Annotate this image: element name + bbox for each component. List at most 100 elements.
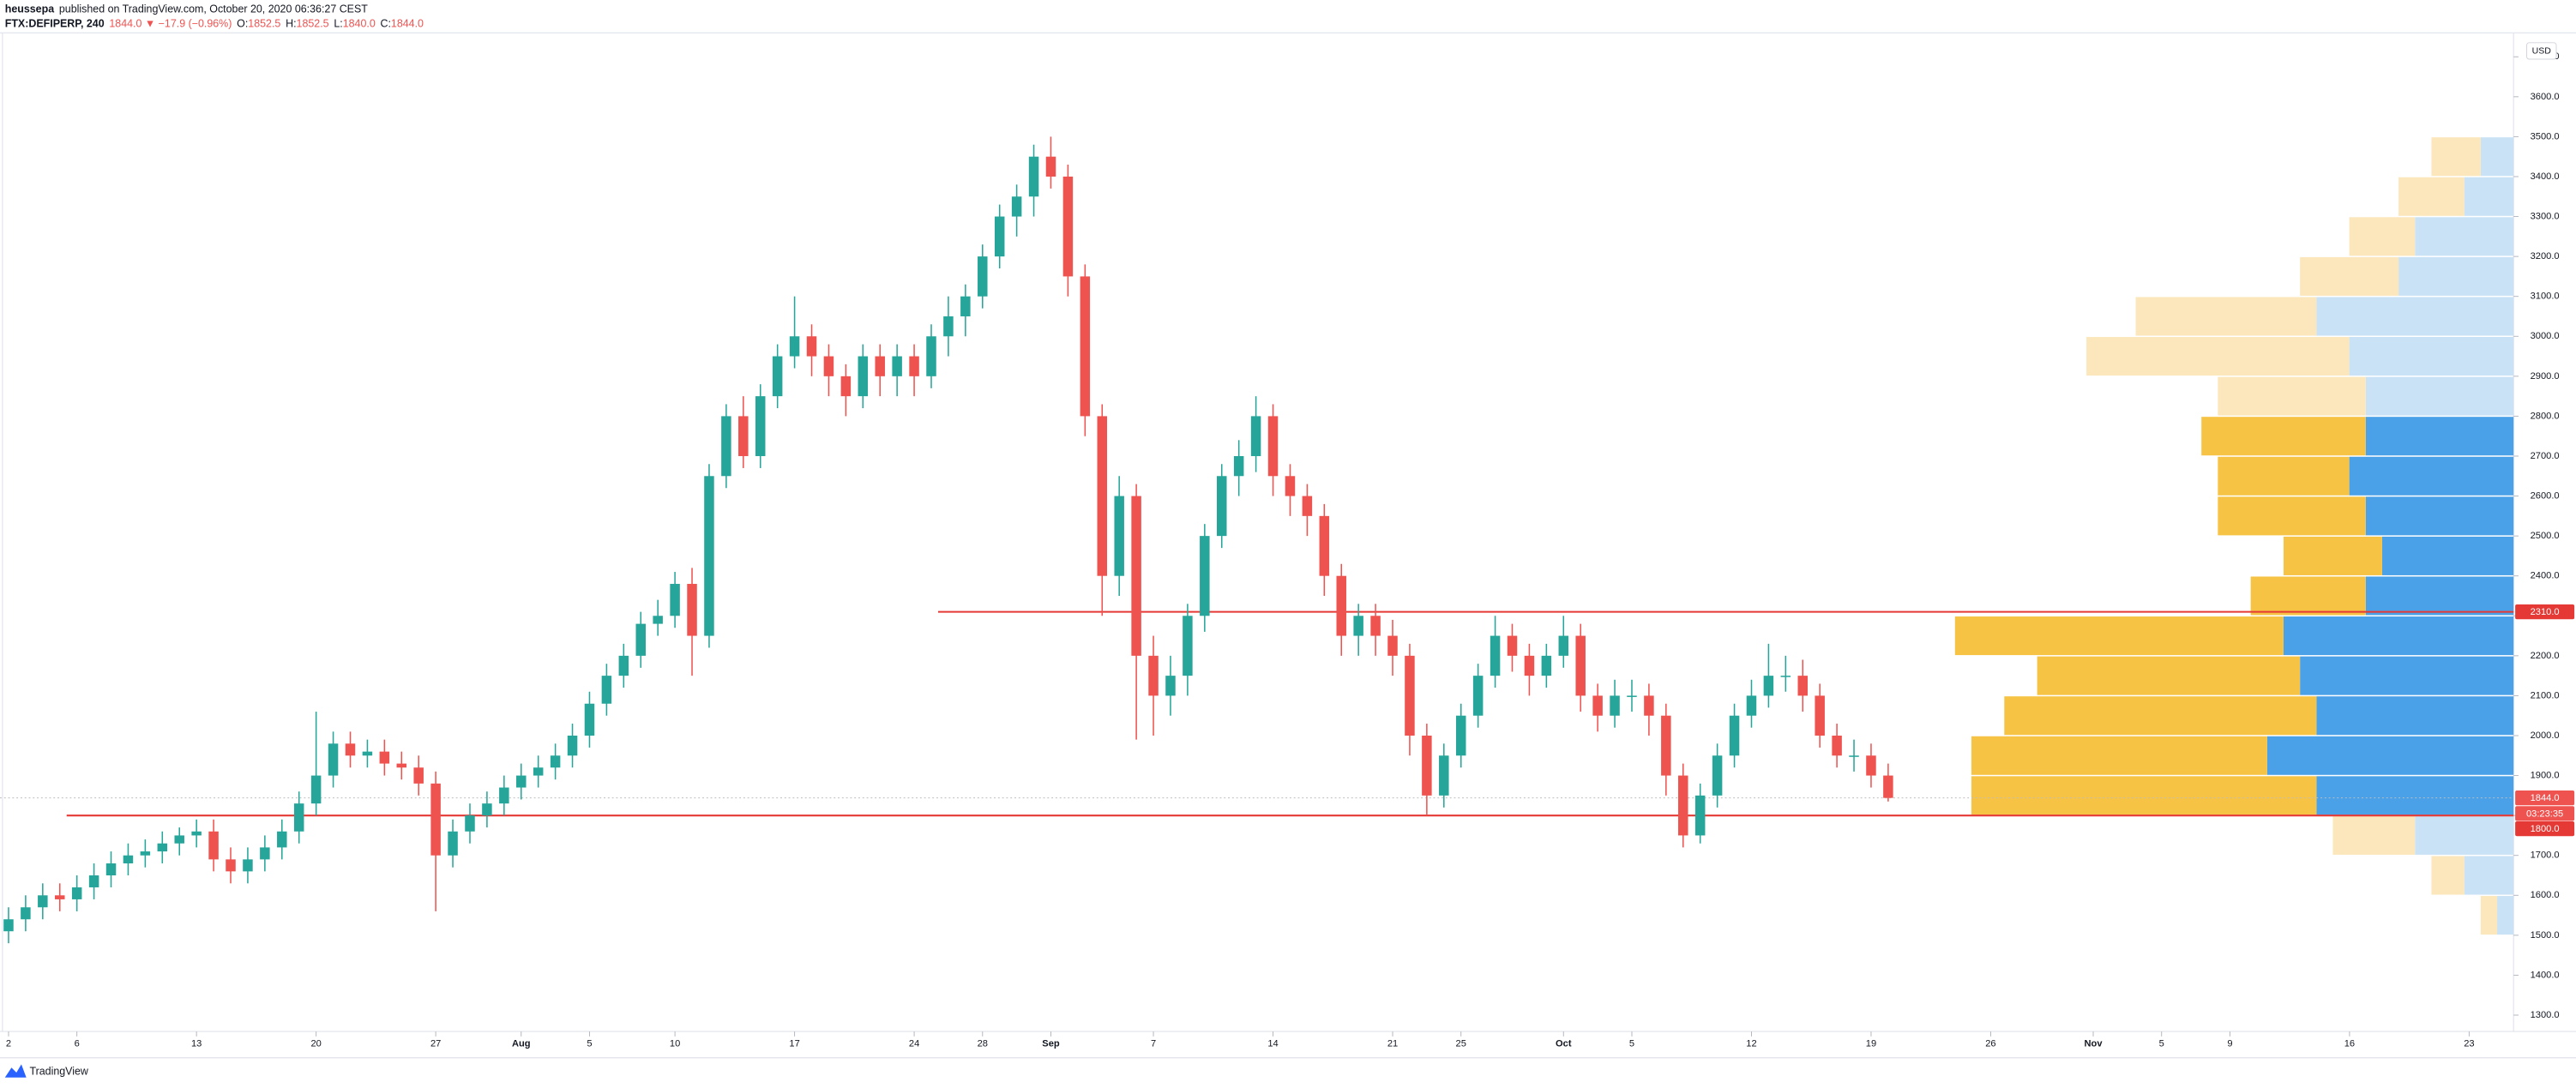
- y-tick-label: 2200.0: [2531, 651, 2560, 661]
- published: published on TradingView.com, October 20…: [59, 3, 368, 15]
- last-price-label-box: [2515, 790, 2575, 806]
- candle-body: [1439, 755, 1449, 796]
- candle-body: [1644, 695, 1654, 716]
- volume-profile-bar: [2135, 297, 2317, 336]
- candle-body: [978, 256, 988, 297]
- volume-profile-bar: [2431, 137, 2481, 177]
- candle-body: [618, 655, 629, 676]
- x-tick-label: Aug: [512, 1038, 531, 1049]
- y-tick-label: 3100.0: [2531, 292, 2560, 302]
- volume-profile-bar: [1954, 616, 2284, 656]
- volume-profile-bar: [2464, 177, 2514, 216]
- candle-body: [277, 831, 287, 848]
- countdown-label: 03:23:35: [2526, 808, 2563, 819]
- level-label-box: [2515, 604, 2575, 620]
- candle-body: [1661, 715, 1671, 776]
- candle-body: [1148, 655, 1159, 696]
- x-tick-label: 24: [909, 1038, 919, 1049]
- ohlc-value: 1852.5: [297, 18, 329, 30]
- candle-body: [550, 755, 561, 768]
- candle-body: [1627, 695, 1637, 697]
- candle-body: [1797, 676, 1809, 696]
- candle-body: [1097, 416, 1108, 576]
- volume-profile-bar: [2497, 896, 2514, 935]
- candle-body: [806, 336, 817, 357]
- candle-body: [38, 895, 48, 908]
- x-tick-label: 19: [1866, 1038, 1876, 1049]
- candle-body: [54, 895, 65, 899]
- candle-body: [1080, 276, 1091, 417]
- volume-profile-bar: [2415, 217, 2514, 256]
- y-tick-label: 2100.0: [2531, 690, 2560, 700]
- candle-body: [1370, 616, 1381, 636]
- candle-body: [635, 623, 646, 656]
- candle-body: [1780, 676, 1791, 677]
- x-tick-label: 26: [1985, 1038, 1995, 1049]
- publish-line: heussepa published on TradingView.com, Oc…: [5, 3, 369, 15]
- x-tick-label: 25: [1456, 1038, 1466, 1049]
- candle-body: [88, 875, 99, 887]
- y-tick-label: 2600.0: [2531, 490, 2560, 501]
- candle-body: [943, 316, 954, 337]
- footer-logo: [4, 1064, 27, 1078]
- candle-body: [1592, 695, 1603, 716]
- candle-body: [704, 476, 714, 636]
- candle-body: [396, 763, 407, 768]
- candle-body: [1849, 755, 1859, 757]
- x-tick-label: 9: [2227, 1038, 2232, 1049]
- volume-profile-bar: [2398, 256, 2514, 296]
- candle-body: [772, 356, 783, 397]
- volume-profile-bar: [2300, 656, 2514, 695]
- candle-body: [260, 847, 270, 860]
- y-tick-label: 1500.0: [2531, 930, 2560, 941]
- volume-profile-bar: [2201, 417, 2366, 456]
- candle-body: [653, 616, 663, 624]
- candle-body: [1832, 735, 1842, 756]
- candle-body: [1472, 676, 1484, 716]
- last-price-label: 1844.0: [2531, 793, 2560, 803]
- candle-body: [310, 775, 322, 804]
- candle-body: [1866, 755, 1876, 776]
- x-tick-label: 16: [2344, 1038, 2355, 1049]
- y-tick-label: 1400.0: [2531, 970, 2560, 980]
- currency-box: [2526, 42, 2557, 60]
- candle-body: [174, 835, 184, 844]
- candle-body: [909, 356, 919, 376]
- candle-body: [71, 887, 82, 899]
- candle-body: [1200, 536, 1210, 616]
- candle-body: [1490, 635, 1501, 676]
- countdown-label-box: [2515, 806, 2575, 821]
- candle-body: [1165, 676, 1176, 696]
- candle-body: [516, 775, 527, 788]
- candle-body: [1028, 156, 1039, 197]
- ohlc-label: C:: [380, 18, 390, 30]
- level-label: 1800.0: [2531, 824, 2560, 834]
- candle-body: [687, 584, 697, 636]
- candle-body: [1011, 196, 1022, 217]
- volume-profile-bar: [2480, 137, 2514, 177]
- candle-body: [584, 703, 595, 736]
- y-tick-label: 1300.0: [2531, 1010, 2560, 1020]
- candle-body: [105, 863, 117, 875]
- x-tick-label: 6: [75, 1038, 80, 1049]
- x-tick-label: 14: [1267, 1038, 1278, 1049]
- candle-body: [1712, 755, 1723, 796]
- candle-body: [1285, 476, 1296, 496]
- candle-body: [823, 356, 834, 376]
- candle-body: [328, 743, 339, 776]
- candle-body: [1217, 476, 1227, 537]
- candle-body: [1353, 616, 1363, 636]
- candle-body: [1336, 575, 1346, 636]
- logo: [4, 1064, 27, 1078]
- x-tick-label: 17: [789, 1038, 799, 1049]
- candle-body: [1114, 496, 1124, 576]
- volume-profile-bar: [2431, 856, 2465, 895]
- ohlc-value: 1844.0: [391, 18, 424, 30]
- volume-profile-bar: [2349, 456, 2514, 496]
- candle-body: [533, 767, 544, 776]
- y-tick-label: 2700.0: [2531, 451, 2560, 461]
- level-label-box: [2515, 821, 2575, 837]
- candle-body: [567, 735, 578, 756]
